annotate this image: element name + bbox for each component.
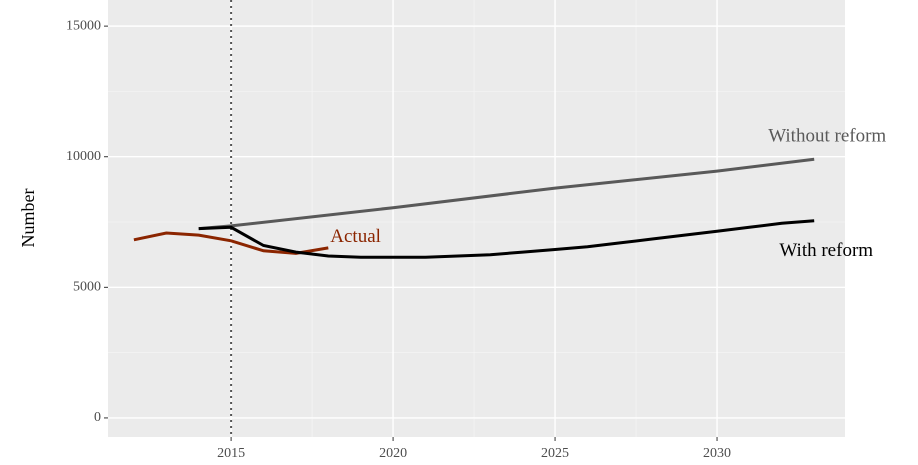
x-tick-label: 2015 [217, 446, 245, 461]
x-tick-label: 2025 [541, 446, 569, 461]
y-tick-label: 5000 [73, 280, 101, 295]
series-line [198, 219, 815, 259]
series-label: Actual [330, 226, 381, 247]
y-tick-label: 15000 [66, 18, 101, 33]
y-tick-label: 0 [94, 410, 101, 425]
x-tick-label: 2030 [703, 446, 731, 461]
y-tick-label: 10000 [66, 149, 101, 164]
x-tick-label: 2020 [379, 446, 407, 461]
series-label: With reform [779, 240, 873, 261]
y-axis-label: Number [18, 189, 38, 248]
series-label: Without reform [768, 126, 886, 147]
panel [108, 0, 845, 437]
